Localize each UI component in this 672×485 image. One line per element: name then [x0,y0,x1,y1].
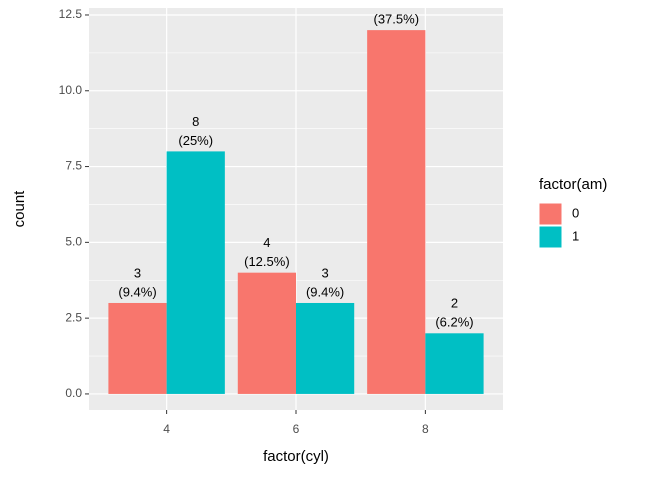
bar-count-label: 12 [389,0,403,8]
bar [296,302,355,394]
legend-label: 1 [572,228,579,243]
bar [425,333,484,394]
bar-count-label: 3 [134,265,141,280]
bar [166,151,225,394]
y-tick-label: 7.5 [65,159,82,173]
bar [237,272,296,394]
bar-percent-label: (12.5%) [244,254,290,269]
legend-title: factor(am) [539,176,607,193]
y-tick-label: 5.0 [65,235,82,249]
y-tick-label: 10.0 [59,83,83,97]
y-tick-label: 2.5 [65,310,82,324]
x-tick-label: 6 [293,422,300,436]
x-axis-title: factor(cyl) [263,448,329,465]
legend-key [538,202,563,226]
legend-label: 0 [572,205,579,220]
plot-area: 3 (9.4%) 4 (12.5%) 12 (37.5%) 8 (25%) 3 (9.4%) 2 (6… [108,0,484,394]
y-tick-label: 12.5 [59,7,83,21]
y-tick-label: 0.0 [65,386,82,400]
bar-percent-label: (37.5%) [374,12,420,27]
x-tick-label: 8 [422,422,429,436]
y-axis-title: count [11,190,28,228]
bar-count-label: 3 [321,265,328,280]
bar-count-label: 4 [263,235,270,250]
bar [108,302,167,394]
bar-percent-label: (9.4%) [118,284,156,299]
bar-percent-label: (6.2%) [435,315,473,330]
bar-percent-label: (25%) [178,133,213,148]
bar [367,30,426,394]
bar-percent-label: (9.4%) [306,284,344,299]
x-tick-label: 4 [163,422,170,436]
bar-count-label: 2 [451,296,458,311]
bar-count-label: 8 [192,114,199,129]
legend-key [538,225,563,249]
